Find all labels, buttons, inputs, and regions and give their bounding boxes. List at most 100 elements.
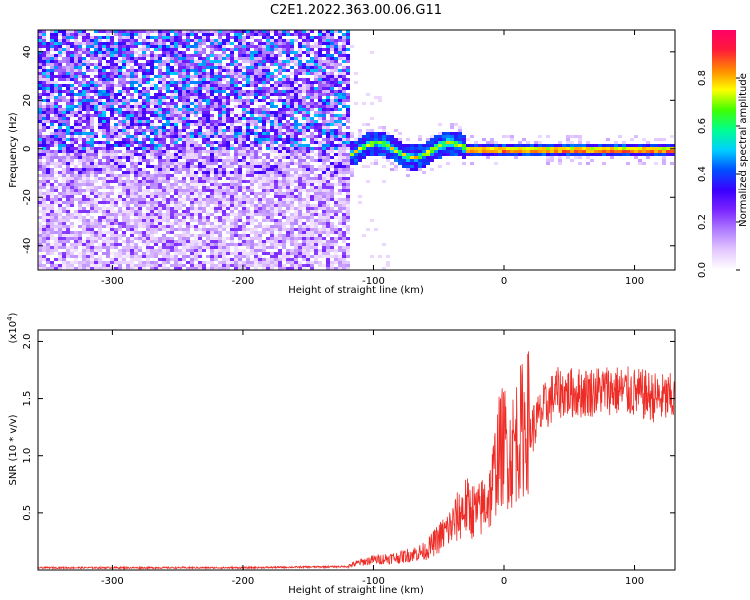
heatmap-cell bbox=[310, 159, 314, 162]
heatmap-cell bbox=[270, 174, 274, 177]
heatmap-cell bbox=[42, 144, 46, 147]
heatmap-cell bbox=[194, 93, 198, 96]
heatmap-cell bbox=[130, 141, 134, 144]
heatmap-cell bbox=[246, 57, 250, 60]
heatmap-cell bbox=[154, 219, 158, 222]
heatmap-cell bbox=[298, 141, 302, 144]
heatmap-cell bbox=[310, 150, 314, 153]
heatmap-cell bbox=[170, 153, 174, 156]
heatmap-cell bbox=[198, 36, 202, 39]
heatmap-cell bbox=[102, 105, 106, 108]
heatmap-cell bbox=[286, 174, 290, 177]
heatmap-cell bbox=[66, 42, 70, 45]
heatmap-cell bbox=[262, 186, 266, 189]
heatmap-cell bbox=[266, 204, 270, 207]
heatmap-cell bbox=[242, 78, 246, 81]
heatmap-cell bbox=[130, 186, 134, 189]
heatmap-cell bbox=[230, 84, 234, 87]
heatmap-cell bbox=[270, 180, 274, 183]
heatmap-cell bbox=[278, 231, 282, 234]
heatmap-cell bbox=[294, 96, 298, 99]
heatmap-cell bbox=[306, 30, 310, 33]
heatmap-cell bbox=[130, 30, 134, 33]
heatmap-cell bbox=[286, 48, 290, 51]
heatmap-cell bbox=[254, 108, 258, 111]
heatmap-cell bbox=[266, 39, 270, 42]
heatmap-cell bbox=[78, 111, 82, 114]
heatmap-cell bbox=[198, 222, 202, 225]
heatmap-cell bbox=[158, 258, 162, 261]
heatmap-cell bbox=[150, 153, 154, 156]
heatmap-cell bbox=[158, 75, 162, 78]
heatmap-cell bbox=[150, 51, 154, 54]
heatmap-cell bbox=[74, 111, 78, 114]
heatmap-cell bbox=[238, 165, 242, 168]
heatmap-cell bbox=[130, 243, 134, 246]
heatmap-cell bbox=[290, 105, 294, 108]
heatmap-cell bbox=[322, 195, 326, 198]
heatmap-cell bbox=[170, 258, 174, 261]
heatmap-cell bbox=[238, 51, 242, 54]
heatmap-cell bbox=[142, 180, 146, 183]
heatmap-cell bbox=[198, 72, 202, 75]
heatmap-cell bbox=[114, 216, 118, 219]
heatmap-cell bbox=[194, 156, 198, 159]
heatmap-cell bbox=[134, 213, 138, 216]
heatmap-cell bbox=[202, 147, 206, 150]
heatmap-cell bbox=[258, 138, 262, 141]
heatmap-cell bbox=[74, 246, 78, 249]
heatmap-cell bbox=[274, 258, 278, 261]
heatmap-cell bbox=[258, 183, 262, 186]
heatmap-cell bbox=[258, 201, 262, 204]
heatmap-cell bbox=[90, 162, 94, 165]
heatmap-cell bbox=[158, 249, 162, 252]
heatmap-cell bbox=[254, 45, 258, 48]
heatmap-cell bbox=[294, 138, 298, 141]
heatmap-cell bbox=[66, 93, 70, 96]
heatmap-cell bbox=[50, 57, 54, 60]
heatmap-cell bbox=[226, 204, 230, 207]
heatmap-cell bbox=[258, 156, 262, 159]
heatmap-cell bbox=[78, 207, 82, 210]
heatmap-cell bbox=[46, 144, 50, 147]
heatmap-cell bbox=[62, 210, 66, 213]
heatmap-cell bbox=[38, 75, 42, 78]
heatmap-cell bbox=[178, 234, 182, 237]
heatmap-cell bbox=[138, 105, 142, 108]
heatmap-cell bbox=[214, 258, 218, 261]
heatmap-cell bbox=[210, 99, 214, 102]
heatmap-cell bbox=[150, 42, 154, 45]
heatmap-cell bbox=[298, 213, 302, 216]
heatmap-cell bbox=[82, 210, 86, 213]
heatmap-cell bbox=[78, 144, 82, 147]
heatmap-cell bbox=[286, 63, 290, 66]
heatmap-cell bbox=[130, 120, 134, 123]
heatmap-cell bbox=[178, 66, 182, 69]
heatmap-cell bbox=[46, 84, 50, 87]
heatmap-cell bbox=[70, 198, 74, 201]
heatmap-cell bbox=[150, 195, 154, 198]
heatmap-cell bbox=[294, 246, 298, 249]
heatmap-cell bbox=[206, 90, 210, 93]
heatmap-cell bbox=[222, 147, 226, 150]
heatmap-cell bbox=[286, 30, 290, 33]
heatmap-cell bbox=[278, 99, 282, 102]
heatmap-cell bbox=[154, 48, 158, 51]
heatmap-cell bbox=[282, 99, 286, 102]
heatmap-cell bbox=[146, 258, 150, 261]
heatmap-cell bbox=[170, 60, 174, 63]
heatmap-cell bbox=[186, 189, 190, 192]
heatmap-cell bbox=[130, 108, 134, 111]
heatmap-cell bbox=[118, 132, 122, 135]
heatmap-cell bbox=[326, 228, 330, 231]
heatmap-cell bbox=[162, 60, 166, 63]
heatmap-cell bbox=[190, 198, 194, 201]
heatmap-cell bbox=[154, 147, 158, 150]
heatmap-cell bbox=[118, 123, 122, 126]
heatmap-cell bbox=[158, 57, 162, 60]
heatmap-cell bbox=[262, 195, 266, 198]
heatmap-cell bbox=[78, 234, 82, 237]
heatmap-cell bbox=[194, 144, 198, 147]
heatmap-cell bbox=[126, 72, 130, 75]
heatmap-cell bbox=[166, 132, 170, 135]
